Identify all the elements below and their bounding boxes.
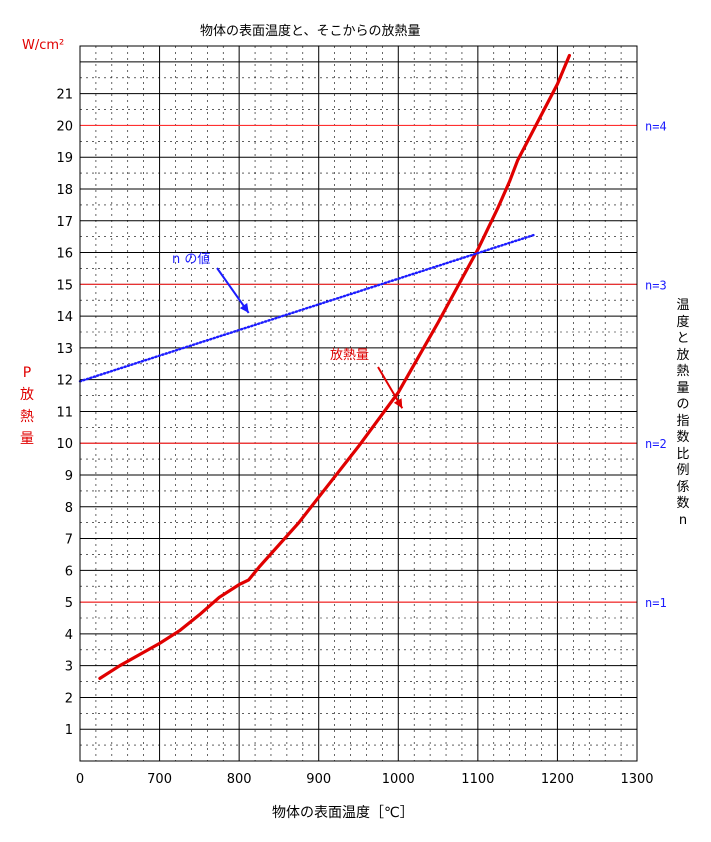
- x-tick-label: 1000: [382, 772, 415, 787]
- y-tick-label: 7: [65, 533, 73, 548]
- reference-line-label: n=2: [645, 437, 667, 451]
- x-tick-labels: 0 700 800 900 1000 1100 1200 1300: [76, 772, 654, 787]
- y-tick-label: 6: [65, 564, 73, 579]
- series-line: [98, 53, 571, 680]
- series-layer: [78, 53, 571, 680]
- x-tick-label: 700: [147, 772, 172, 787]
- y-tick-label: 10: [56, 437, 73, 452]
- y-tick-label: 3: [65, 660, 73, 675]
- x-tick-label: 1100: [461, 772, 494, 787]
- y-tick-label: 17: [56, 215, 73, 230]
- y-tick-label: 2: [65, 691, 73, 706]
- plot-frame: [79, 45, 638, 762]
- reference-lines: [80, 124, 637, 603]
- annotation-arrow: [216, 267, 250, 314]
- y-tick-label: 16: [56, 247, 73, 262]
- x-tick-label: 0: [76, 772, 84, 787]
- annotation-arrowhead: [393, 398, 403, 409]
- major-grid: [80, 46, 637, 761]
- reference-line-label: n=1: [645, 596, 667, 610]
- y-axis-label-right: 温 度 と 放 熱 量 の 指 数 比 例 係 数 n: [676, 298, 690, 528]
- y-axis-label-left: P 放 熱 量: [20, 365, 34, 447]
- chart-title: 物体の表面温度と、そこからの放熱量: [200, 24, 421, 39]
- y-tick-label: 12: [56, 374, 73, 389]
- minor-grid: [80, 46, 637, 761]
- series-line: [78, 233, 535, 383]
- y-tick-label: 11: [56, 405, 73, 420]
- x-tick-label: 800: [227, 772, 252, 787]
- annotation-arrowhead: [239, 302, 249, 313]
- y-tick-label: 9: [65, 469, 73, 484]
- reference-line-labels: n=1 n=2 n=3 n=4: [645, 119, 667, 610]
- annotation-label: n の値: [172, 251, 210, 267]
- x-tick-label: 900: [306, 772, 331, 787]
- annotation-label: 放熱量: [330, 348, 369, 363]
- x-tick-label: 1300: [620, 772, 653, 787]
- y-tick-label: 4: [65, 628, 73, 643]
- y-tick-label: 14: [56, 310, 73, 325]
- y-tick-label: 13: [56, 342, 73, 357]
- reference-line-label: n=3: [645, 278, 667, 292]
- y-tick-label: 5: [65, 596, 73, 611]
- x-axis-label: 物体の表面温度［℃］: [272, 805, 414, 821]
- y-tick-label: 21: [56, 88, 73, 103]
- y-tick-label: 20: [56, 119, 73, 134]
- reference-line-label: n=4: [645, 119, 667, 133]
- y-tick-label: 15: [56, 278, 73, 293]
- x-tick-label: 1200: [541, 772, 574, 787]
- y-unit-label: W/cm²: [22, 38, 65, 53]
- y-tick-label: 19: [56, 151, 73, 166]
- y-tick-label: 1: [65, 723, 73, 738]
- y-tick-label: 18: [56, 183, 73, 198]
- y-tick-label: 8: [65, 501, 73, 516]
